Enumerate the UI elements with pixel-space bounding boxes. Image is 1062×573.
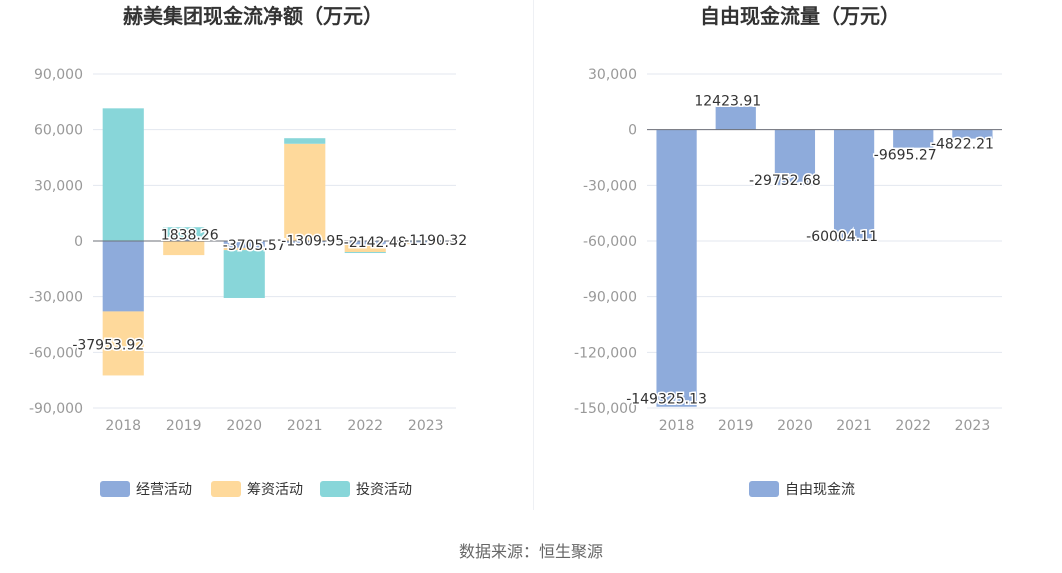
y-tick-label: -150,000 [574, 401, 637, 417]
x-tick-label: 2022 [347, 418, 383, 434]
y-tick-label: 30,000 [34, 178, 83, 194]
x-tick-label: 2022 [895, 418, 931, 434]
x-tick-label: 2018 [105, 418, 141, 434]
y-tick-label: -60,000 [29, 345, 83, 361]
bar-经营活动 [163, 237, 205, 241]
data-label: -37953.92 [72, 337, 144, 353]
bar-投资活动 [163, 227, 205, 238]
legend-label: 投资活动 [356, 482, 412, 498]
bar-经营活动 [344, 241, 386, 245]
x-tick-label: 2019 [166, 418, 202, 434]
y-tick-label: -60,000 [583, 234, 637, 250]
x-tick-label: 2021 [836, 418, 872, 434]
bar-自由现金流 [774, 129, 816, 185]
legend-label: 自由现金流 [785, 482, 855, 498]
data-label: 1838.26 [161, 228, 219, 244]
y-tick-label: -90,000 [583, 290, 637, 306]
bar-投资活动 [223, 250, 265, 298]
bar-经营活动 [405, 241, 447, 244]
chart-title: 赫美集团现金流净额（万元） [123, 4, 383, 28]
bar-经营活动 [223, 241, 265, 248]
bar-投资活动 [344, 252, 386, 254]
y-tick-label: -120,000 [574, 345, 637, 361]
bar-筹资活动 [405, 243, 447, 245]
data-source-label: 数据来源：恒生聚源 [458, 542, 603, 561]
data-label: -3705.57 [223, 238, 286, 254]
bar-自由现金流 [833, 129, 875, 242]
legend-swatch-筹资活动 [211, 481, 241, 497]
data-label: -2142.48 [344, 235, 407, 251]
y-tick-label: 0 [74, 234, 83, 250]
bar-经营活动 [284, 241, 326, 244]
bar-筹资活动 [163, 241, 205, 256]
x-tick-label: 2018 [659, 418, 695, 434]
bar-自由现金流 [715, 106, 756, 130]
bar-筹资活动 [284, 143, 326, 241]
data-label: 12423.91 [694, 94, 761, 110]
x-tick-label: 2019 [718, 418, 754, 434]
chart-title: 自由现金流量（万元） [700, 4, 900, 28]
data-label: -9695.27 [874, 148, 937, 164]
x-tick-label: 2023 [408, 418, 444, 434]
bar-自由现金流 [656, 129, 697, 407]
bar-筹资活动 [344, 244, 386, 253]
data-label: -60004.11 [806, 229, 878, 245]
bar-自由现金流 [952, 129, 993, 139]
y-tick-label: -90,000 [29, 401, 83, 417]
bar-筹资活动 [223, 247, 265, 251]
x-tick-label: 2023 [955, 418, 991, 434]
y-tick-label: 60,000 [34, 123, 83, 139]
legend-label: 筹资活动 [247, 481, 303, 498]
y-tick-label: 0 [628, 123, 637, 139]
data-label: -1190.32 [404, 233, 467, 249]
data-label: -29752.68 [749, 173, 821, 189]
x-tick-label: 2020 [226, 418, 262, 434]
y-tick-label: 90,000 [34, 67, 83, 83]
y-tick-label: -30,000 [583, 178, 637, 194]
bar-投资活动 [284, 138, 326, 144]
y-tick-label: -30,000 [29, 290, 83, 306]
legend-label: 经营活动 [136, 482, 192, 498]
legend-swatch-投资活动 [320, 481, 350, 497]
bar-投资活动 [102, 108, 144, 241]
bar-筹资活动 [102, 311, 144, 376]
data-label: -149325.13 [626, 392, 707, 408]
data-label: -4822.21 [931, 137, 994, 153]
legend-swatch-自由现金流 [749, 481, 779, 497]
bar-经营活动 [102, 241, 144, 312]
legend-swatch-经营活动 [100, 481, 130, 497]
data-label: -1309.95 [281, 233, 344, 249]
y-tick-label: 30,000 [588, 67, 637, 83]
panel-divider [533, 0, 534, 510]
x-tick-label: 2020 [777, 418, 813, 434]
x-tick-label: 2021 [287, 418, 323, 434]
bar-自由现金流 [893, 129, 934, 148]
